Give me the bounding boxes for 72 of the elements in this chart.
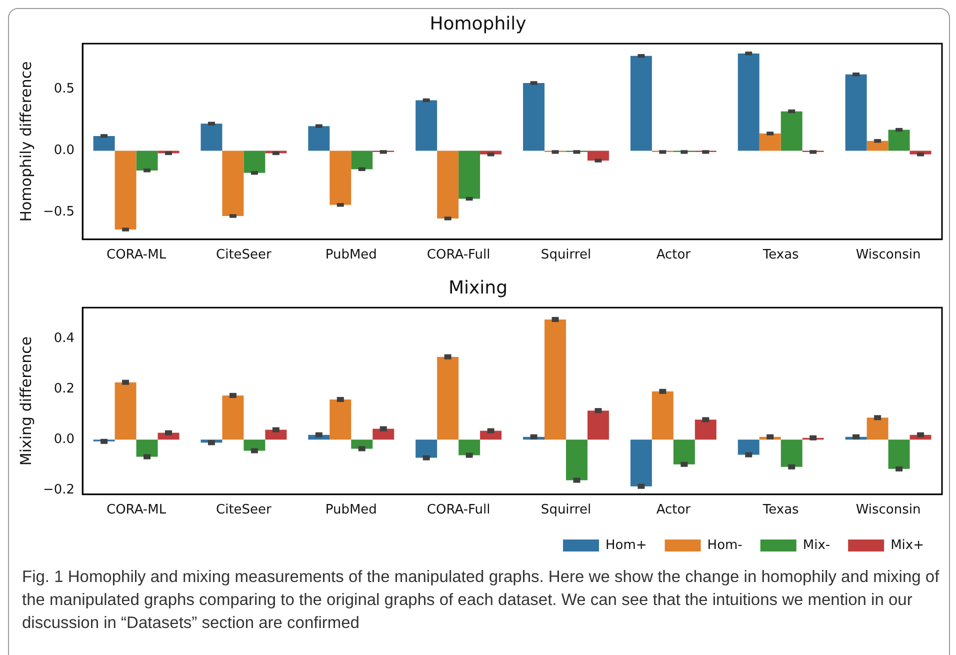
x-tick-label: Actor xyxy=(656,502,692,518)
y-tick-label: −0.5 xyxy=(42,204,75,220)
bar xyxy=(738,53,760,151)
bar xyxy=(458,440,480,456)
legend-label: Mix+ xyxy=(890,538,924,553)
x-tick-label: CORA-Full xyxy=(426,248,490,263)
x-tick-label: CORA-ML xyxy=(106,248,167,263)
bar xyxy=(866,140,888,151)
y-tick-label: 0.0 xyxy=(54,432,75,447)
bar xyxy=(136,440,158,457)
x-tick-label: Wisconsin xyxy=(856,248,921,263)
x-tick-label: Texas xyxy=(762,502,800,518)
bar xyxy=(330,150,352,205)
y-axis-title: Mixing difference xyxy=(16,336,35,466)
x-tick-label: Squirrel xyxy=(540,248,592,263)
bar xyxy=(587,410,609,440)
x-tick-label: Squirrel xyxy=(540,502,592,518)
bar xyxy=(587,150,609,161)
chart-title: Mixing xyxy=(448,277,508,298)
bar xyxy=(544,319,566,440)
y-tick-label: 0.4 xyxy=(54,331,75,346)
y-axis-title: Homophily difference xyxy=(16,61,35,222)
bar xyxy=(136,150,158,170)
bar xyxy=(566,440,588,480)
bar xyxy=(416,100,438,151)
bar xyxy=(652,391,674,440)
bar xyxy=(330,399,352,440)
x-tick-label: CORA-Full xyxy=(426,502,490,518)
x-tick-label: CiteSeer xyxy=(216,502,272,518)
bar xyxy=(351,150,373,170)
y-tick-label: 0.0 xyxy=(54,143,75,158)
bar xyxy=(759,133,781,151)
bar xyxy=(866,418,888,440)
bar xyxy=(416,440,438,458)
chart-title: Homophily xyxy=(430,13,527,34)
bar xyxy=(630,440,652,486)
bar xyxy=(458,150,480,199)
x-tick-label: CiteSeer xyxy=(216,248,272,263)
y-tick-label: 0.2 xyxy=(54,382,75,397)
bar xyxy=(244,150,266,173)
bar xyxy=(308,126,330,151)
bar xyxy=(437,356,459,440)
legend-label: Hom+ xyxy=(606,538,647,553)
bar xyxy=(437,150,459,218)
bar xyxy=(888,440,910,469)
bar xyxy=(200,124,222,151)
bar xyxy=(222,395,244,440)
bar xyxy=(673,440,695,464)
x-tick-label: PubMed xyxy=(325,248,377,263)
bar xyxy=(780,111,802,151)
bar xyxy=(244,440,266,451)
y-tick-label: 0.5 xyxy=(54,82,75,97)
bar xyxy=(780,440,802,467)
bar xyxy=(523,83,545,151)
legend-label: Mix- xyxy=(802,538,830,553)
caption: Fig. 1 Homophily and mixing measurements of the manipulated graphs. Here we show the change in homophily and mixing of the manipulated graphs comparing to the original graphs of each dataset. We can see that the intuitions we mention in our discussion in “Datasets” section are confirmed xyxy=(22,567,940,634)
y-tick-label: −0.2 xyxy=(42,482,75,498)
bar xyxy=(114,150,136,230)
x-tick-label: Wisconsin xyxy=(856,502,921,518)
bar xyxy=(222,150,244,216)
bar xyxy=(114,382,136,440)
x-tick-label: CORA-ML xyxy=(106,502,167,518)
x-tick-label: Texas xyxy=(762,248,800,263)
bar xyxy=(888,130,910,151)
bar xyxy=(630,56,652,151)
bar xyxy=(738,440,760,455)
bar xyxy=(845,74,867,151)
bar xyxy=(93,136,115,151)
x-tick-label: PubMed xyxy=(325,502,377,518)
legend-label: Hom- xyxy=(707,538,743,553)
x-tick-label: Actor xyxy=(656,248,692,263)
bar xyxy=(694,420,716,440)
